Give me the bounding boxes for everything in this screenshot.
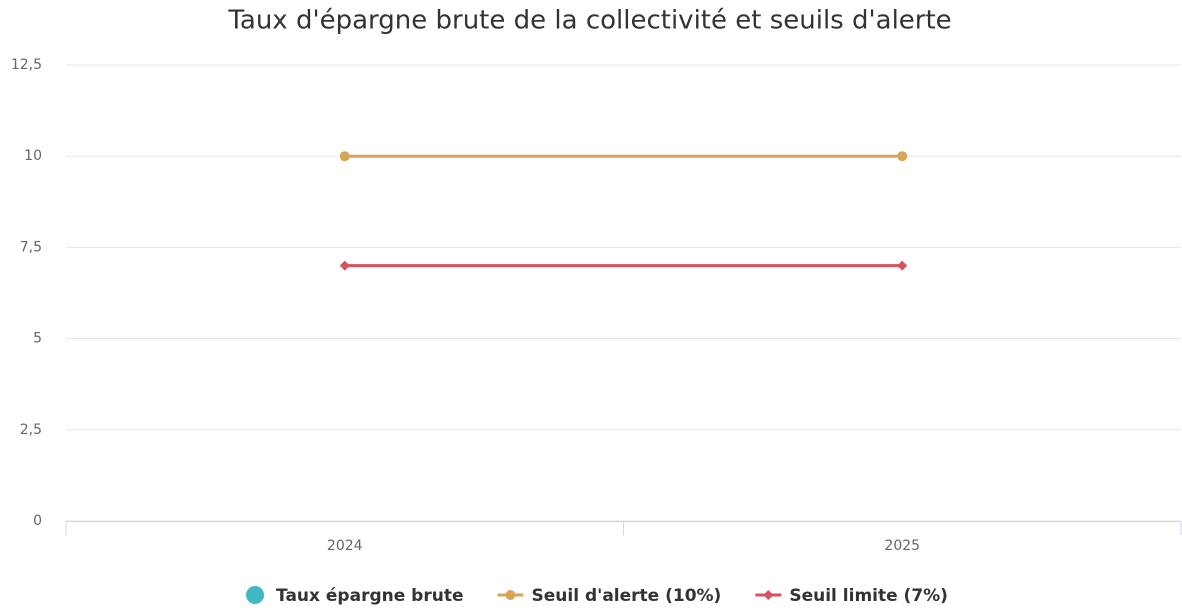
data-point [339,151,350,162]
legend-item: Taux épargne brute [246,586,463,606]
y-tick-label: 10 [24,148,42,164]
x-tick-label: 2024 [327,538,363,554]
legend-item: Seuil limite (7%) [755,586,948,606]
legend-label: Seuil d'alerte (10%) [531,586,721,606]
y-tick-label: 0 [33,513,42,529]
x-tick-label: 2025 [884,538,920,554]
data-point [897,260,908,271]
legend-marker [505,590,516,600]
legend: Taux épargne brute Seuil d'alerte (10%) Se… [246,586,948,606]
y-tick-label: 2,5 [20,422,42,438]
data-point [339,260,350,271]
chart-title: Taux d'épargne brute de la collectivité … [227,6,951,36]
y-tick-label: 12,5 [11,57,42,73]
legend-marker [763,590,774,600]
legend-label: Taux épargne brute [276,586,463,606]
legend-label: Seuil limite (7%) [789,586,948,606]
legend-marker [246,586,265,604]
y-tick-label: 5 [33,331,42,347]
legend-item: Seuil d'alerte (10%) [497,586,721,606]
y-tick-label: 7,5 [20,239,42,255]
data-point [897,151,908,162]
